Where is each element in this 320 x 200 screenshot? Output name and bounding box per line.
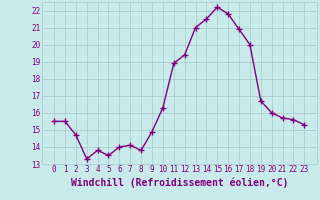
X-axis label: Windchill (Refroidissement éolien,°C): Windchill (Refroidissement éolien,°C) <box>70 177 288 188</box>
